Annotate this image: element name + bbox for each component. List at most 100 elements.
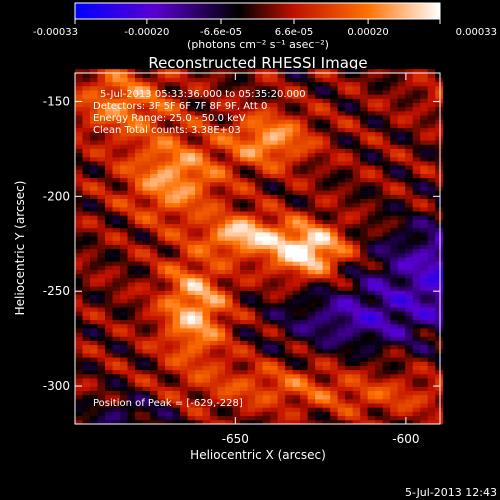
heatmap-cell	[240, 398, 248, 404]
heatmap-cell	[405, 369, 414, 375]
heatmap-cell	[435, 336, 444, 341]
heatmap-cell	[180, 382, 188, 387]
heatmap-cell	[157, 190, 166, 195]
heatmap-cell	[157, 365, 166, 371]
heatmap-cell	[375, 206, 384, 212]
heatmap-cell	[202, 311, 211, 316]
heatmap-cell	[337, 252, 346, 258]
heatmap-cell	[277, 69, 286, 74]
heatmap-cell	[390, 73, 399, 78]
heatmap-cell	[90, 248, 98, 254]
heatmap-cell	[255, 407, 264, 412]
heatmap-cell	[135, 286, 143, 291]
heatmap-cell	[127, 398, 136, 404]
heatmap-cell	[270, 173, 279, 179]
heatmap-cell	[97, 290, 106, 295]
heatmap-cell	[120, 277, 128, 283]
heatmap-cell	[360, 102, 369, 108]
heatmap-cell	[345, 206, 354, 212]
heatmap-cell	[142, 227, 151, 233]
heatmap-cell	[330, 315, 339, 321]
heatmap-cell	[307, 211, 316, 216]
heatmap-cell	[427, 252, 436, 258]
heatmap-cell	[120, 315, 128, 321]
heatmap-cell	[352, 302, 361, 308]
heatmap-cell	[247, 244, 256, 250]
heatmap-cell	[412, 198, 421, 204]
heatmap-cell	[150, 227, 158, 233]
heatmap-cell	[105, 403, 113, 408]
heatmap-cell	[172, 135, 181, 141]
heatmap-cell	[247, 265, 256, 270]
heatmap-cell	[112, 348, 121, 354]
heatmap-cell	[240, 265, 248, 270]
heatmap-cell	[292, 148, 301, 154]
heatmap-cell	[307, 98, 316, 103]
heatmap-cell	[307, 156, 316, 162]
heatmap-cell	[292, 236, 301, 241]
heatmap-cell	[187, 202, 196, 208]
heatmap-cell	[112, 131, 121, 137]
heatmap-cell	[165, 148, 173, 154]
heatmap-cell	[330, 269, 339, 275]
heatmap-cell	[382, 102, 391, 108]
heatmap-cell	[157, 265, 166, 270]
heatmap-cell	[217, 211, 226, 216]
heatmap-cell	[112, 252, 121, 258]
heatmap-cell	[202, 382, 211, 387]
heatmap-cell	[90, 290, 98, 295]
heatmap-cell	[427, 215, 436, 220]
heatmap-cell	[322, 123, 331, 129]
heatmap-cell	[360, 269, 369, 275]
heatmap-cell	[285, 161, 294, 166]
heatmap-cell	[262, 357, 271, 362]
heatmap-cell	[292, 344, 301, 350]
heatmap-cell	[217, 315, 226, 321]
heatmap-cell	[315, 106, 324, 112]
heatmap-cell	[135, 85, 143, 91]
heatmap-cell	[135, 223, 143, 229]
heatmap-cell	[187, 69, 196, 74]
heatmap-cell	[270, 257, 279, 262]
heatmap-cell	[262, 261, 271, 266]
heatmap-cell	[375, 73, 384, 78]
heatmap-cell	[412, 90, 421, 95]
heatmap-cell	[217, 73, 226, 78]
heatmap-cell	[292, 127, 301, 133]
heatmap-cell	[97, 353, 106, 358]
heatmap-cell	[150, 110, 158, 116]
heatmap-cell	[150, 135, 158, 141]
heatmap-cell	[277, 148, 286, 154]
heatmap-cell	[367, 307, 376, 312]
heatmap-cell	[210, 323, 218, 329]
heatmap-cell	[240, 336, 248, 341]
heatmap-cell	[270, 286, 279, 291]
heatmap-cell	[360, 257, 369, 262]
heatmap-cell	[390, 236, 399, 241]
heatmap-cell	[337, 194, 346, 199]
heatmap-cell	[97, 190, 106, 195]
heatmap-cell	[112, 307, 121, 312]
heatmap-cell	[405, 315, 414, 321]
heatmap-cell	[157, 357, 166, 362]
heatmap-cell	[397, 106, 406, 112]
heatmap-cell	[210, 411, 218, 417]
heatmap-cell	[307, 307, 316, 312]
heatmap-cell	[225, 106, 233, 112]
heatmap-cell	[255, 340, 264, 346]
heatmap-cell	[127, 73, 136, 78]
heatmap-cell	[285, 398, 294, 404]
heatmap-cell	[292, 302, 301, 308]
heatmap-cell	[210, 223, 218, 229]
heatmap-cell	[277, 407, 286, 412]
heatmap-cell	[165, 77, 173, 83]
heatmap-cell	[270, 90, 279, 95]
heatmap-cell	[285, 90, 294, 95]
heatmap-cell	[367, 365, 376, 371]
heatmap-cell	[420, 382, 429, 387]
heatmap-cell	[202, 215, 211, 220]
heatmap-cell	[225, 123, 233, 129]
heatmap-cell	[405, 419, 414, 425]
heatmap-cell	[202, 361, 211, 366]
heatmap-cell	[330, 353, 339, 358]
